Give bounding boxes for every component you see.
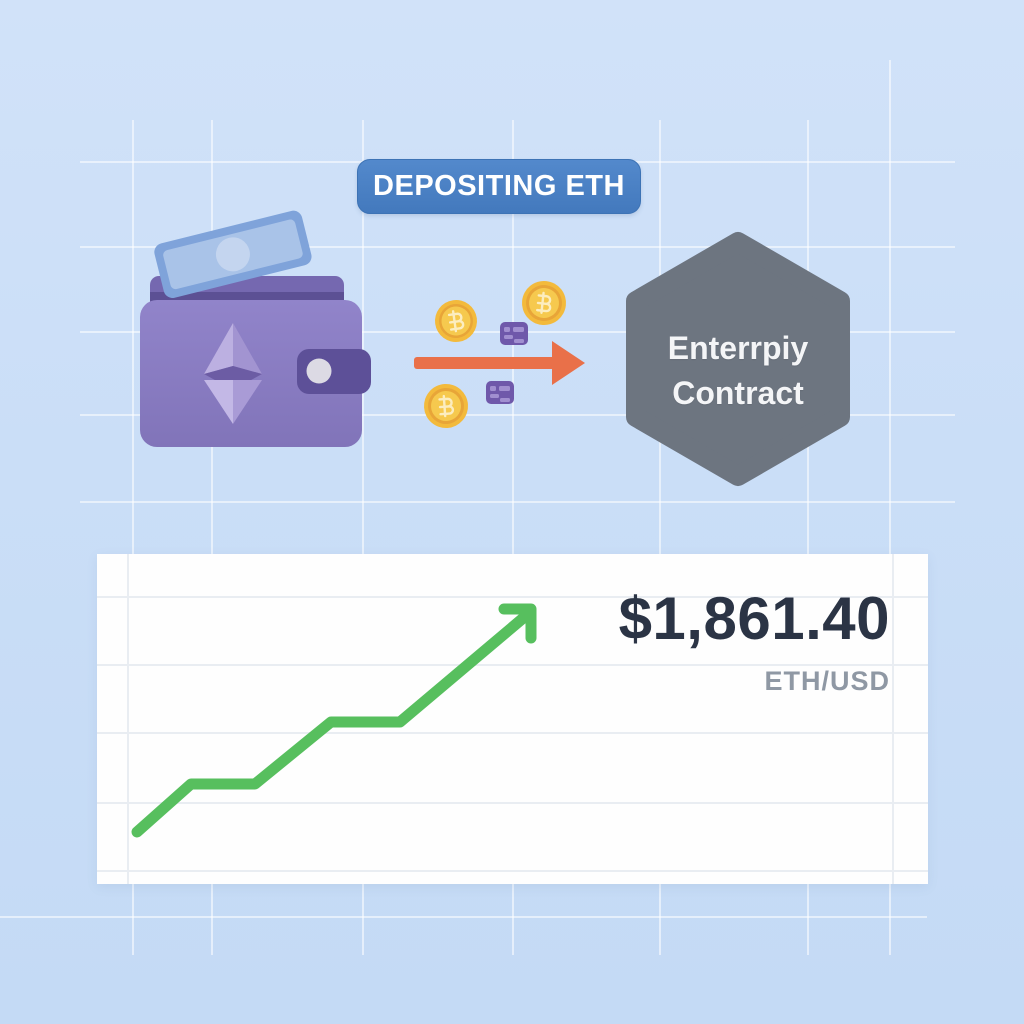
- ethereum-logo-icon: [204, 323, 262, 424]
- price-value: $1,861.40: [618, 585, 890, 652]
- contract-label: Enterrpiy Contract: [620, 326, 856, 416]
- coin-icon: [435, 300, 477, 342]
- price-chart-card: $1,861.40 ETH/USD: [97, 554, 928, 884]
- banner-label: DEPOSITING ETH: [373, 170, 625, 202]
- chip-icon: [486, 381, 514, 404]
- ethereum-wallet-icon: [140, 210, 371, 447]
- card-grid: [97, 554, 928, 884]
- contract-hexagon: [626, 232, 850, 486]
- wallet-clasp-button: [306, 358, 332, 384]
- depositing-eth-banner: DEPOSITING ETH: [357, 159, 641, 214]
- price-chart: [97, 554, 928, 884]
- coin-icon: [424, 384, 468, 428]
- chip-icon: [500, 322, 528, 345]
- coin-icon: [522, 281, 566, 325]
- contract-label-line1: Enterrpiy: [667, 330, 809, 366]
- banknote-icon: [154, 210, 312, 298]
- contract-label-line2: Contract: [672, 375, 804, 411]
- transfer-arrow-icon: [414, 341, 585, 385]
- price-pair: ETH/USD: [764, 666, 890, 696]
- trend-line-icon: [131, 603, 537, 838]
